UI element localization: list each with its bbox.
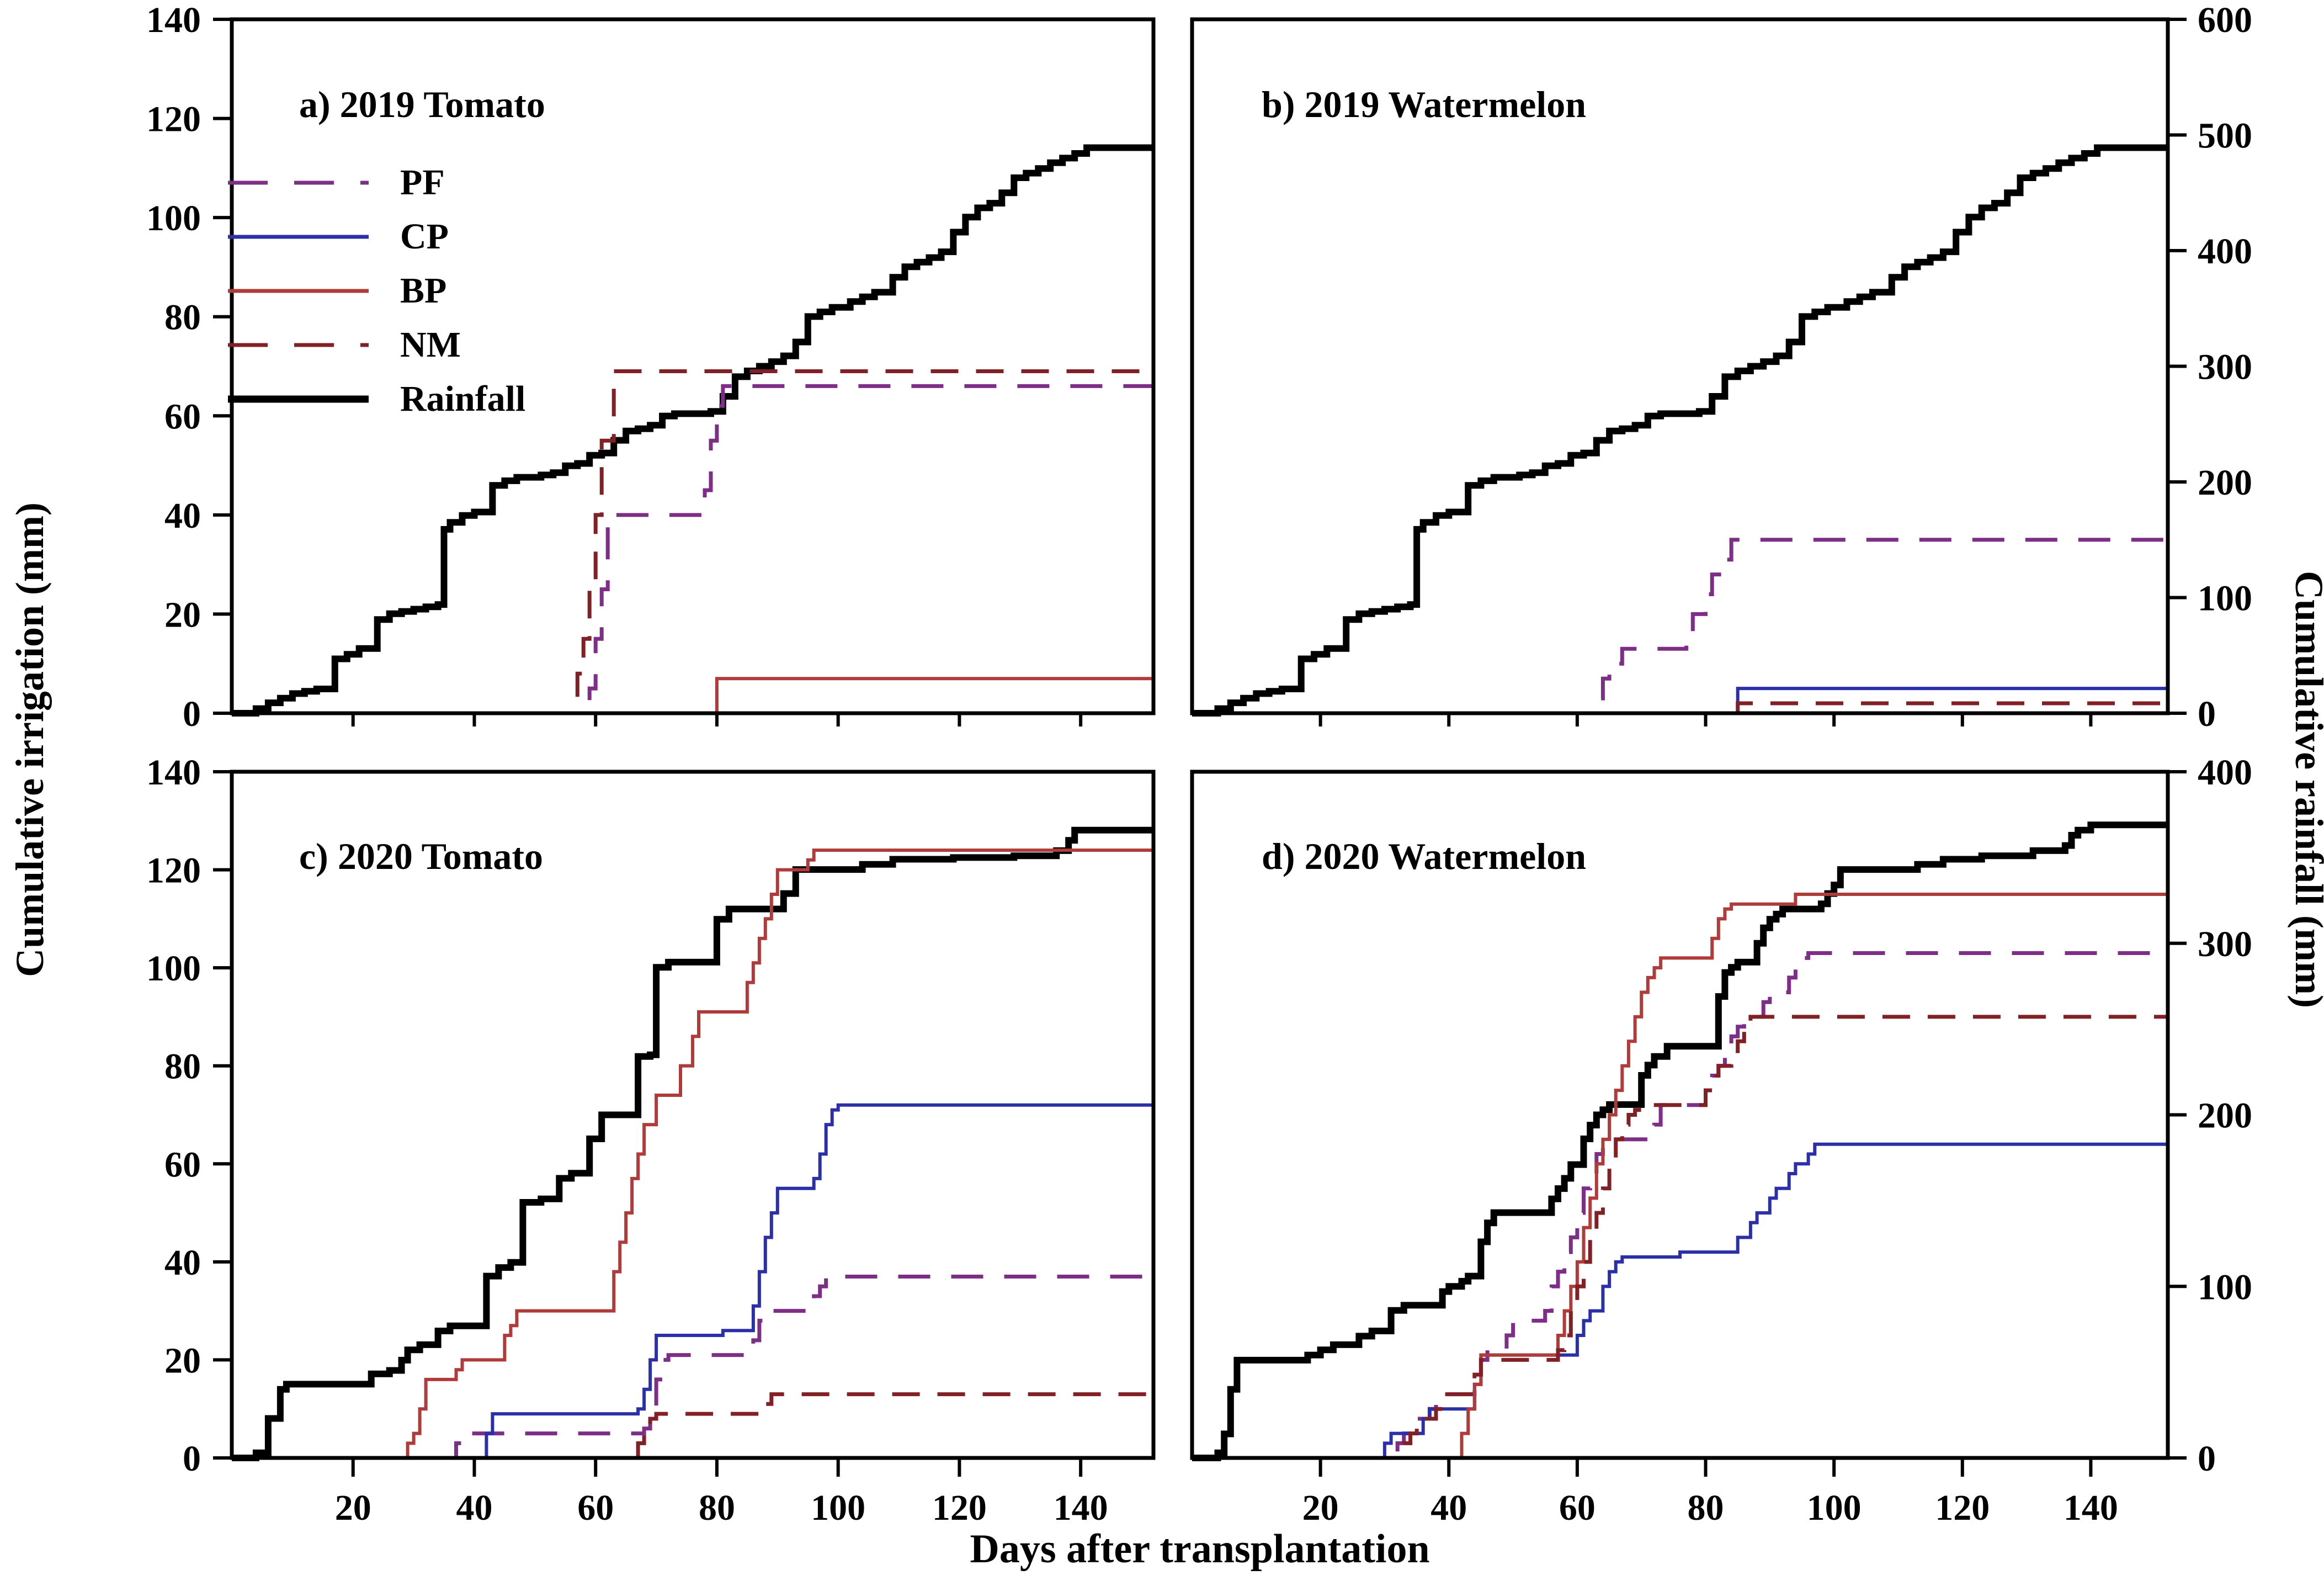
y-right-tick-label: 300	[2198, 924, 2252, 964]
x-tick-label: 40	[456, 1488, 492, 1528]
x-tick-label: 100	[1807, 1488, 1862, 1528]
legend-label-rainfall: Rainfall	[400, 379, 526, 419]
y-left-tick-label: 80	[164, 298, 201, 338]
x-tick-label: 140	[2064, 1488, 2118, 1528]
series-nm-panel-d	[1192, 1015, 2168, 1460]
series-pf-panel-c	[232, 1275, 1153, 1460]
x-axis-label: Days after transplantation	[970, 1526, 1429, 1572]
y-right-tick-label: 200	[2198, 463, 2252, 503]
series-nm-panel-c	[232, 1392, 1153, 1460]
y-left-tick-label: 0	[183, 1439, 201, 1479]
series-bp-panel-a	[232, 677, 1153, 715]
y-right-tick-label: 600	[2198, 0, 2252, 40]
series-bp-panel-d	[1192, 893, 2168, 1460]
nm-line-sample-icon	[228, 343, 369, 347]
y-axis-left-label: Cumulative irrigation (mm)	[8, 502, 52, 977]
y-left-tick-label: 40	[164, 496, 201, 536]
legend-item-nm: NM	[225, 318, 525, 372]
y-left-tick-label: 0	[183, 694, 201, 734]
x-tick-label: 80	[1688, 1488, 1724, 1528]
legend-label-cp: CP	[400, 216, 449, 257]
legend-label-pf: PF	[400, 162, 445, 203]
y-left-tick-label: 120	[146, 851, 201, 891]
panel-a-frame	[230, 17, 1156, 715]
x-tick-label: 20	[1302, 1488, 1339, 1528]
x-tick-label: 100	[811, 1488, 865, 1528]
legend-item-pf: PF	[225, 156, 525, 210]
x-tick-label: 20	[335, 1488, 371, 1528]
x-tick-label: 140	[1054, 1488, 1108, 1528]
legend-label-nm: NM	[400, 325, 461, 365]
series-rainfall-panel-c	[232, 826, 1154, 1461]
x-tick-label: 40	[1430, 1488, 1467, 1528]
y-right-tick-label: 0	[2198, 1439, 2216, 1479]
series-nm-panel-a	[232, 369, 1153, 715]
bp-line-sample-icon	[228, 289, 369, 293]
pf-line-sample-icon	[228, 181, 369, 185]
legend-item-cp: CP	[225, 210, 525, 264]
y-right-tick-label: 400	[2198, 231, 2252, 272]
y-left-tick-label: 20	[164, 1340, 201, 1381]
series-cp-panel-b	[1192, 687, 2168, 715]
y-left-tick-label: 100	[146, 948, 201, 989]
y-right-tick-label: 200	[2198, 1096, 2252, 1136]
x-tick-label: 80	[699, 1488, 735, 1528]
y-left-tick-label: 100	[146, 198, 201, 238]
panel-c-title: c) 2020 Tomato	[299, 835, 543, 877]
y-left-tick-label: 140	[146, 752, 201, 793]
series-pf-panel-d	[1192, 951, 2168, 1460]
panel-a-title: a) 2019 Tomato	[299, 83, 545, 125]
legend-item-bp: BP	[225, 264, 525, 318]
series-rainfall-panel-a	[232, 144, 1154, 717]
y-axis-right-label: Cumulative rainfall (mm)	[2287, 571, 2324, 1008]
rainfall-line-sample-icon	[228, 395, 369, 403]
cp-line-sample-icon	[228, 235, 369, 239]
y-left-tick-label: 120	[146, 99, 201, 140]
series-pf-panel-a	[232, 384, 1153, 715]
y-right-tick-label: 100	[2198, 1267, 2252, 1307]
series-rainfall-panel-b	[1192, 144, 2168, 717]
y-left-tick-label: 40	[164, 1243, 201, 1283]
series-cp-panel-d	[1192, 1142, 2168, 1460]
y-right-tick-label: 400	[2198, 752, 2252, 793]
x-tick-label: 120	[932, 1488, 987, 1528]
series-pf-panel-b	[1192, 538, 2168, 715]
legend-item-rainfall: Rainfall	[225, 372, 525, 426]
legend-label-bp: BP	[400, 270, 447, 311]
series-cp-panel-c	[232, 1103, 1153, 1460]
y-left-tick-label: 20	[164, 595, 201, 635]
x-tick-label: 120	[1935, 1488, 1990, 1528]
panel-c-frame	[230, 770, 1156, 1460]
y-right-tick-label: 100	[2198, 579, 2252, 619]
series-rainfall-panel-d	[1192, 821, 2168, 1461]
legend: PF CP BP NM Rainfall	[225, 156, 525, 426]
y-left-tick-label: 80	[164, 1047, 201, 1087]
panel-b-title: b) 2019 Watermelon	[1262, 83, 1587, 125]
y-right-tick-label: 300	[2198, 347, 2252, 388]
x-tick-label: 60	[577, 1488, 614, 1528]
x-tick-label: 60	[1559, 1488, 1596, 1528]
y-left-tick-label: 140	[146, 0, 201, 40]
series-bp-panel-c	[232, 848, 1153, 1460]
y-right-tick-label: 500	[2198, 116, 2252, 156]
panel-d-title: d) 2020 Watermelon	[1262, 835, 1587, 877]
y-left-tick-label: 60	[164, 1144, 201, 1185]
y-right-tick-label: 0	[2198, 694, 2216, 734]
y-left-tick-label: 60	[164, 396, 201, 437]
